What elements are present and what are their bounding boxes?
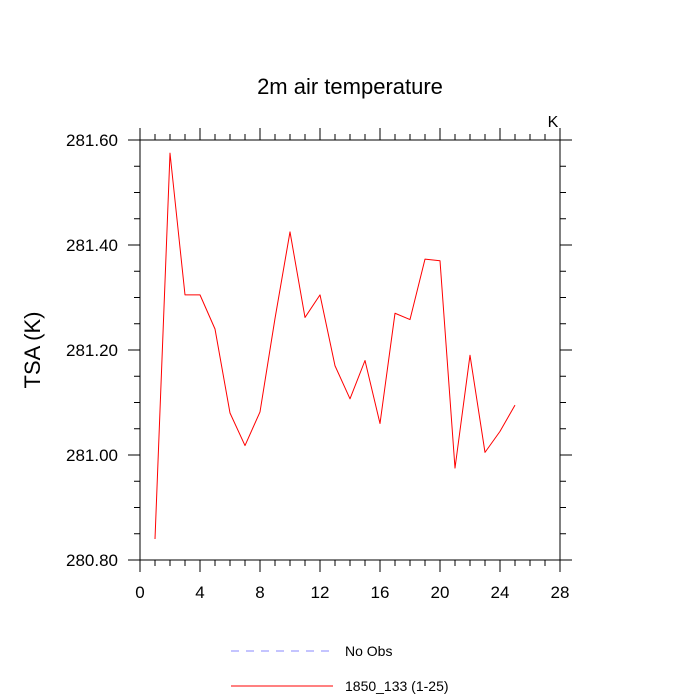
chart-title: 2m air temperature [257,74,443,99]
x-tick-label: 28 [551,583,570,602]
y-tick-label: 280.80 [66,551,118,570]
x-tick-label: 12 [311,583,330,602]
legend-label: No Obs [345,643,392,659]
x-tick-label: 4 [195,583,204,602]
major-ticks [128,128,572,572]
series-line-1850-133 [154,152,516,540]
series-layer [154,152,516,540]
legend-label: 1850_133 (1-25) [345,678,449,694]
minor-ticks [134,134,566,566]
x-tick-label: 20 [431,583,450,602]
y-tick-label: 281.40 [66,236,118,255]
y-tick-labels: 280.80 281.00 281.20 281.40 281.60 [66,131,118,570]
x-tick-label: 8 [255,583,264,602]
legend: No Obs 1850_133 (1-25) [231,643,449,694]
x-tick-label: 0 [135,583,144,602]
x-tick-label: 16 [371,583,390,602]
y-tick-label: 281.20 [66,341,118,360]
y-axis-label: TSA (K) [20,311,45,388]
y-tick-label: 281.60 [66,131,118,150]
x-tick-labels: 0 4 8 12 16 20 24 28 [135,583,569,602]
plot-frame [139,139,561,561]
y-tick-label: 281.00 [66,446,118,465]
units-label: K [548,114,559,131]
x-tick-label: 24 [491,583,510,602]
